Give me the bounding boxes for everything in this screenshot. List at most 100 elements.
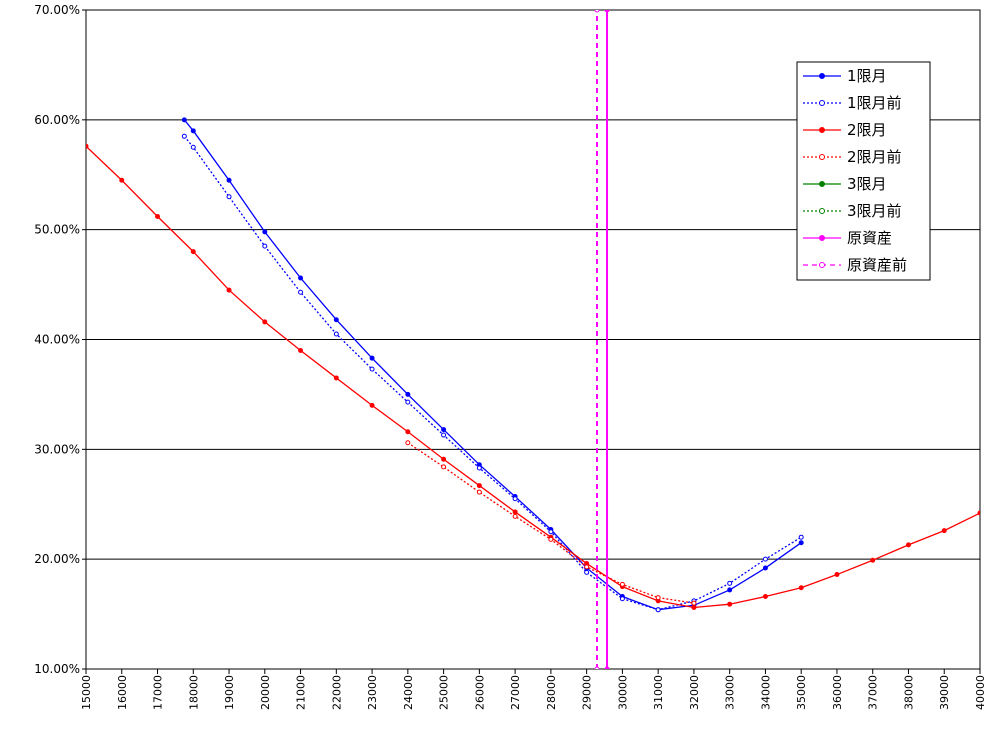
- x-tick-label: 24000: [402, 675, 415, 710]
- data-point: [619, 596, 625, 602]
- y-tick-label: 20.00%: [34, 552, 80, 566]
- x-tick-label: 15000: [80, 675, 93, 710]
- legend-marker: [819, 208, 825, 214]
- legend-marker: [819, 181, 825, 187]
- data-point: [441, 427, 447, 433]
- data-point: [512, 509, 518, 515]
- data-point: [155, 213, 161, 219]
- y-tick-label: 30.00%: [34, 442, 80, 456]
- x-tick-label: 16000: [116, 675, 129, 710]
- x-tick-label: 39000: [938, 675, 951, 710]
- data-point: [333, 375, 339, 381]
- y-tick-label: 10.00%: [34, 662, 80, 676]
- x-tick-label: 26000: [473, 675, 486, 710]
- x-tick-label: 38000: [902, 675, 915, 710]
- data-point: [905, 542, 911, 548]
- x-tick-label: 40000: [974, 675, 987, 710]
- data-point: [476, 489, 482, 495]
- data-point: [441, 432, 447, 438]
- legend-label: 原資産: [847, 229, 892, 247]
- x-tick-label: 32000: [688, 675, 701, 710]
- data-point: [655, 595, 661, 601]
- x-tick-label: 36000: [831, 675, 844, 710]
- data-point: [798, 585, 804, 591]
- data-point: [226, 287, 232, 293]
- data-point: [369, 402, 375, 408]
- data-point: [512, 513, 518, 519]
- legend-label: 1限月: [847, 67, 887, 85]
- data-point: [691, 600, 697, 606]
- data-point: [226, 177, 232, 183]
- y-tick-label: 50.00%: [34, 223, 80, 237]
- data-point: [727, 587, 733, 593]
- legend-marker: [819, 235, 825, 241]
- legend-marker: [819, 154, 825, 160]
- x-tick-label: 22000: [330, 675, 343, 710]
- data-point: [190, 144, 196, 150]
- data-point: [941, 528, 947, 534]
- data-point: [441, 456, 447, 462]
- data-point: [762, 594, 768, 600]
- legend-label: 2限月: [847, 121, 887, 139]
- data-point: [190, 249, 196, 255]
- data-point: [727, 601, 733, 607]
- data-point: [226, 194, 232, 200]
- data-point: [798, 540, 804, 546]
- data-point: [512, 496, 518, 502]
- data-point: [262, 319, 268, 325]
- legend-box: [796, 61, 931, 281]
- legend-marker: [819, 73, 825, 79]
- data-point: [262, 229, 268, 235]
- data-point: [594, 666, 600, 669]
- data-point: [405, 399, 411, 405]
- legend-marker: [819, 100, 825, 106]
- data-point: [298, 347, 304, 353]
- x-tick-label: 31000: [652, 675, 665, 710]
- data-point: [333, 331, 339, 337]
- x-tick-label: 33000: [724, 675, 737, 710]
- legend-label: 原資産前: [847, 256, 907, 274]
- data-point: [584, 569, 590, 575]
- data-point: [834, 572, 840, 578]
- legend-marker: [819, 127, 825, 133]
- legend-label: 3限月前: [847, 202, 902, 220]
- data-point: [405, 429, 411, 435]
- x-tick-label: 29000: [581, 675, 594, 710]
- data-point: [762, 556, 768, 562]
- y-tick-label: 60.00%: [34, 113, 80, 127]
- x-tick-label: 20000: [259, 675, 272, 710]
- data-point: [727, 580, 733, 586]
- data-point: [333, 317, 339, 323]
- x-tick-label: 25000: [438, 675, 451, 710]
- x-tick-label: 27000: [509, 675, 522, 710]
- legend-label: 2限月前: [847, 148, 902, 166]
- data-point: [584, 564, 590, 570]
- series-line: [86, 145, 980, 609]
- legend-label: 3限月: [847, 175, 887, 193]
- x-tick-label: 30000: [616, 675, 629, 710]
- legend-marker: [819, 262, 825, 268]
- data-point: [691, 604, 697, 610]
- y-tick-label: 40.00%: [34, 333, 80, 347]
- data-point: [441, 464, 447, 470]
- data-point: [476, 465, 482, 471]
- y-tick-label: 70.00%: [34, 3, 80, 17]
- x-tick-label: 21000: [295, 675, 308, 710]
- data-point: [369, 366, 375, 372]
- data-point: [181, 133, 187, 139]
- data-point: [190, 128, 196, 134]
- data-point: [594, 10, 600, 13]
- x-tick-label: 28000: [545, 675, 558, 710]
- x-tick-label: 23000: [366, 675, 379, 710]
- data-point: [619, 581, 625, 587]
- data-point: [548, 529, 554, 535]
- data-point: [405, 440, 411, 446]
- data-point: [298, 289, 304, 295]
- data-point: [604, 10, 610, 13]
- data-point: [762, 565, 768, 571]
- x-tick-label: 18000: [187, 675, 200, 710]
- x-tick-label: 17000: [152, 675, 165, 710]
- data-point: [798, 534, 804, 540]
- data-point: [604, 666, 610, 669]
